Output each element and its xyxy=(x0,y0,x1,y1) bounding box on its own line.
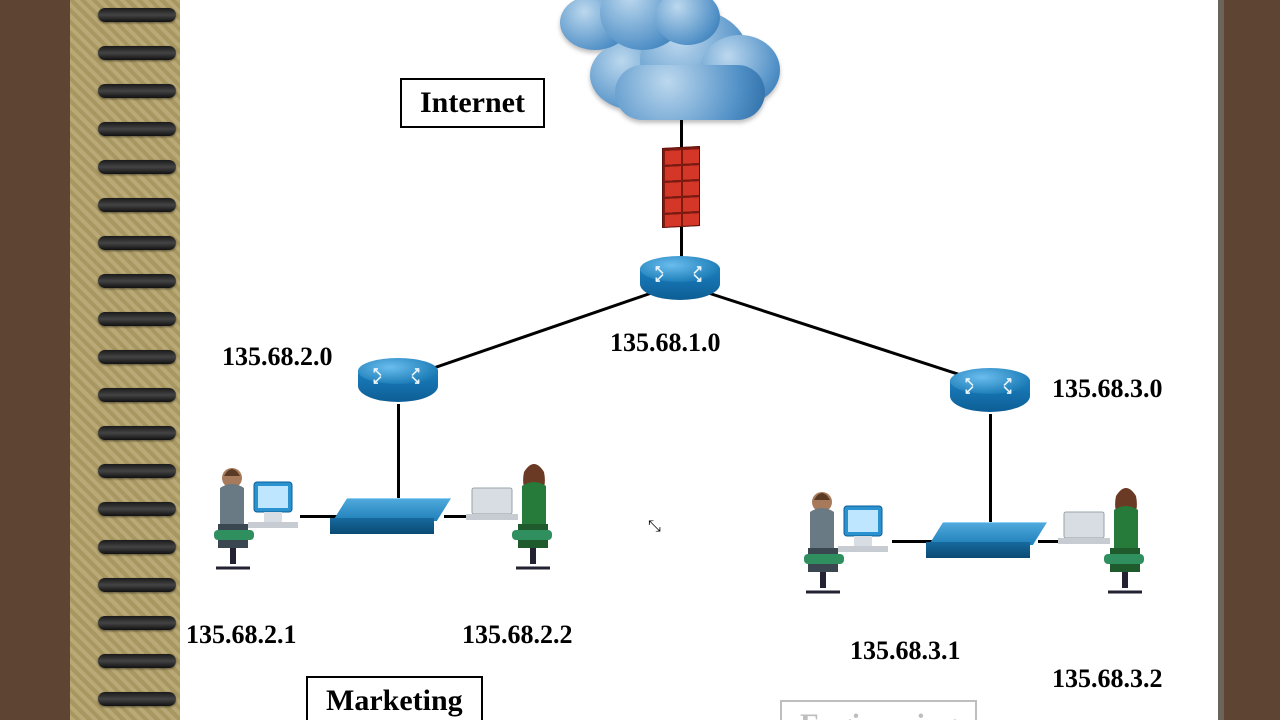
label-internet: Internet xyxy=(400,78,545,128)
edge-firewall-core xyxy=(680,224,683,260)
ip-core-router: 135.68.1.0 xyxy=(610,328,721,358)
firewall-icon xyxy=(662,146,700,228)
edge-rmkt-swmkt xyxy=(397,404,400,504)
workstation-engineering-2-icon xyxy=(1040,476,1160,596)
cloud-icon xyxy=(560,0,790,130)
router-engineering-icon: ↖↗ ↙↘ xyxy=(950,368,1030,420)
workstation-marketing-2-icon xyxy=(448,452,568,572)
ip-engineering-host1: 135.68.3.1 xyxy=(850,636,961,666)
router-core-icon: ↖↗ ↙↘ xyxy=(640,256,720,308)
workstation-marketing-1-icon xyxy=(198,452,318,572)
mouse-cursor-icon: ⤡ xyxy=(648,518,661,536)
ip-engineering-host2: 135.68.3.2 xyxy=(1052,664,1163,694)
label-marketing: Marketing xyxy=(306,676,483,720)
switch-engineering-icon xyxy=(936,522,1040,560)
ip-marketing-host2: 135.68.2.2 xyxy=(462,620,573,650)
ip-engineering-router: 135.68.3.0 xyxy=(1052,374,1163,404)
edge-reng-sweng xyxy=(989,414,992,524)
router-marketing-icon: ↖↗ ↙↘ xyxy=(358,358,438,410)
switch-marketing-icon xyxy=(340,498,444,536)
ip-marketing-router: 135.68.2.0 xyxy=(222,342,333,372)
workstation-engineering-1-icon xyxy=(788,476,908,596)
stage: ↖↗ ↙↘ ↖↗ ↙↘ ↖↗ ↙↘ xyxy=(0,0,1280,720)
ip-marketing-host1: 135.68.2.1 xyxy=(186,620,297,650)
label-engineering: Engineering xyxy=(780,700,977,720)
